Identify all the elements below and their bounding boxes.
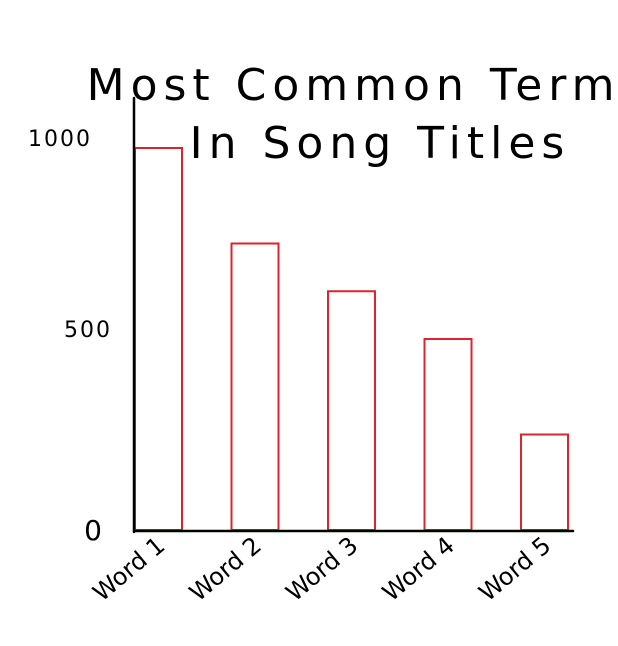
x-category-labels: Word 1 Word 2 Word 3 Word 4 Word 5 [88, 531, 557, 607]
y-tick-label-500: 500 [64, 318, 112, 343]
chart-title-line-2: In Song Titles [190, 118, 571, 169]
x-category-label-4: Word 4 [377, 531, 460, 607]
chart-title-line-1: Most Common Terms [87, 60, 618, 111]
bar-1 [134, 147, 183, 531]
bar-3 [327, 290, 376, 531]
x-category-label-2: Word 2 [184, 531, 267, 607]
bar-2 [230, 242, 280, 531]
bar-4 [423, 338, 473, 531]
x-category-label-5: Word 5 [474, 531, 557, 607]
chart-title: Most Common Terms In Song Titles [87, 60, 618, 169]
bar-5 [520, 433, 569, 531]
y-tick-label-1000: 1000 [28, 127, 92, 152]
y-tick-labels: 0 500 1000 [28, 127, 112, 547]
y-tick-label-0: 0 [84, 514, 104, 547]
x-category-label-3: Word 3 [281, 531, 364, 607]
bar-group [134, 147, 569, 531]
